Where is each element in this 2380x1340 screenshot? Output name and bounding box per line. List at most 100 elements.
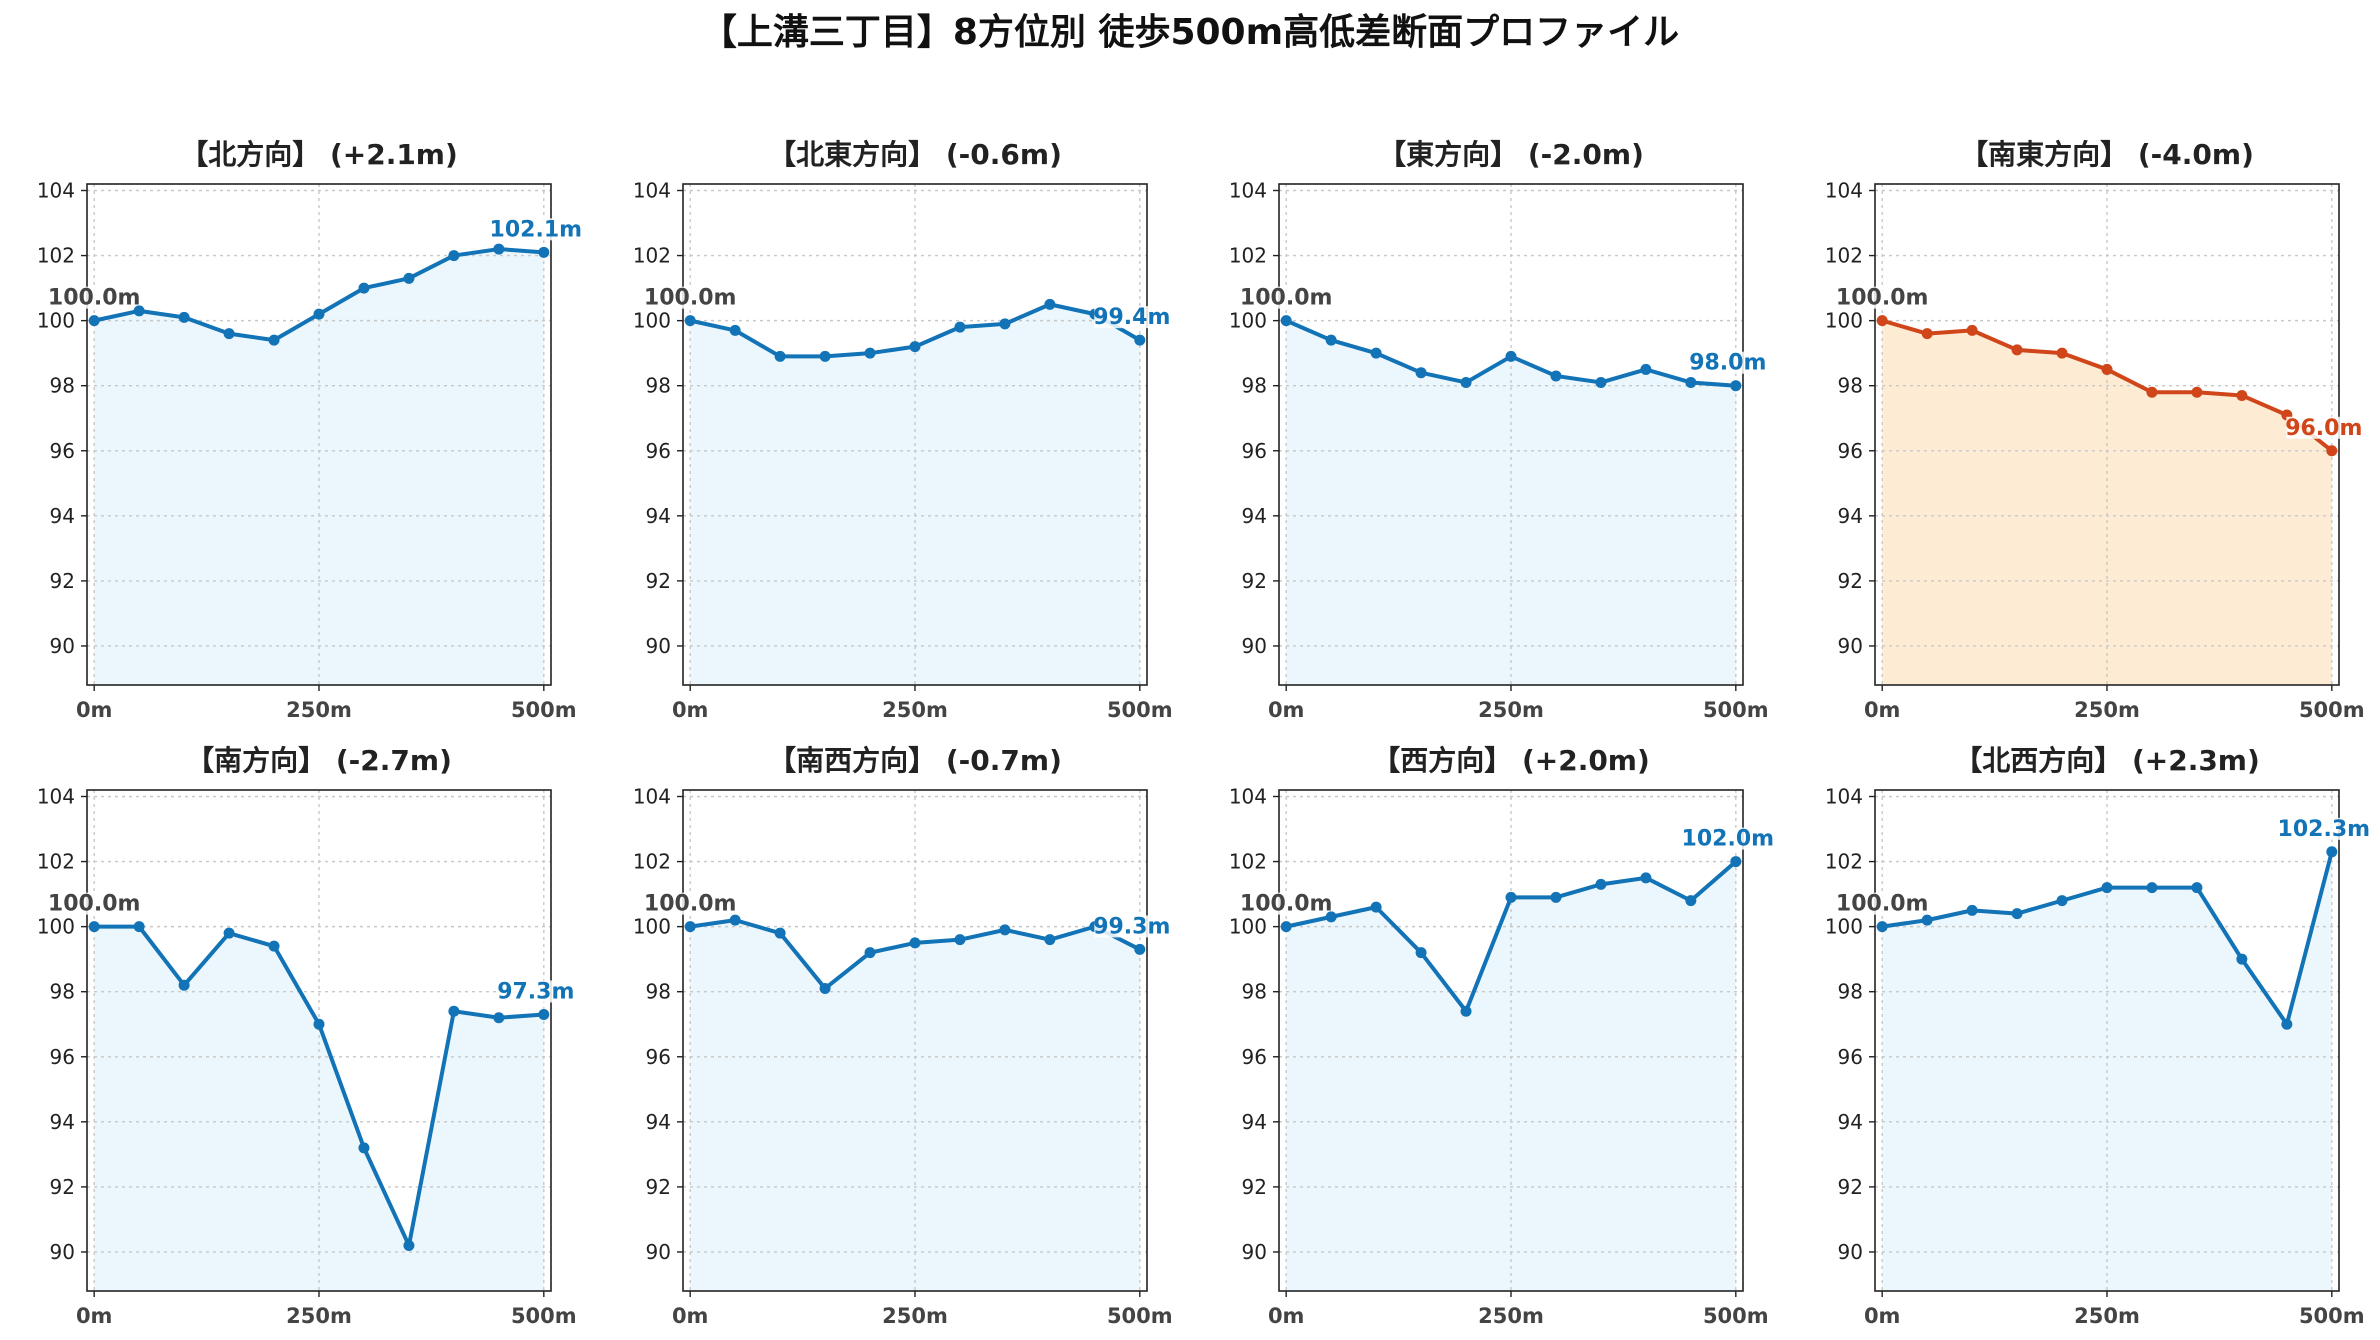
y-tick-label: 90 [646, 1240, 671, 1264]
end-label-bg [1094, 915, 1170, 938]
x-tick-label: 500m [511, 1304, 577, 1328]
data-point [2101, 363, 2113, 375]
y-tick-label: 104 [633, 179, 671, 203]
data-point [2056, 347, 2068, 359]
data-point [313, 1018, 325, 1030]
start-label-bg [1246, 286, 1327, 309]
y-tick-label: 96 [1242, 1045, 1267, 1069]
data-point [2281, 1018, 2293, 1030]
x-tick-label: 250m [1478, 1304, 1544, 1328]
y-tick-label: 94 [50, 504, 75, 528]
y-tick-label: 98 [50, 374, 75, 398]
data-point [538, 246, 550, 258]
end-label-bg [2279, 817, 2368, 840]
data-point [954, 934, 966, 946]
x-tick-label: 250m [882, 698, 948, 722]
y-tick-label: 90 [1242, 1240, 1267, 1264]
panel-title: 【東方向】 (-2.0m) [1378, 138, 1644, 171]
y-tick-label: 92 [646, 1175, 671, 1199]
y-tick-label: 98 [1242, 374, 1267, 398]
x-tick-label: 250m [2074, 1304, 2140, 1328]
panel-1: 【北東方向】 (-0.6m) 90 92 94 96 98 100 102 104 0m 250m 5… [633, 138, 1173, 722]
y-tick-label: 100 [1229, 309, 1267, 333]
panel-4: 【南方向】 (-2.7m) 90 92 94 96 98 100 102 104 0m 250m 50… [37, 744, 577, 1328]
x-tick-label: 500m [2299, 1304, 2365, 1328]
start-value-label: 100.0m [48, 286, 141, 311]
data-point [2191, 882, 2203, 894]
x-tick-label: 0m [76, 1304, 113, 1328]
y-tick-label: 104 [37, 785, 75, 809]
x-tick-label: 0m [1268, 698, 1305, 722]
data-point [774, 927, 786, 939]
data-point [268, 940, 280, 952]
start-label-bg [650, 286, 731, 309]
y-tick-label: 92 [1242, 569, 1267, 593]
start-label-bg [54, 286, 135, 309]
end-label-bg [2286, 416, 2362, 439]
end-label-bg [498, 980, 574, 1003]
data-point [1595, 878, 1607, 890]
x-tick-label: 500m [511, 698, 577, 722]
data-point [1921, 328, 1933, 340]
y-tick-label: 102 [1229, 244, 1267, 268]
data-point [223, 927, 235, 939]
data-point [1044, 298, 1056, 310]
end-value-label: 99.4m [1093, 305, 1170, 330]
panel-7: 【北西方向】 (+2.3m) 90 92 94 96 98 100 102 104 0m 250m 5… [1825, 744, 2370, 1328]
data-point [999, 924, 1011, 936]
y-tick-label: 90 [50, 634, 75, 658]
y-tick-label: 90 [50, 1240, 75, 1264]
data-point [819, 350, 831, 362]
y-tick-label: 98 [646, 374, 671, 398]
y-tick-label: 102 [37, 244, 75, 268]
y-tick-label: 96 [1838, 1045, 1863, 1069]
start-value-label: 100.0m [1836, 286, 1929, 311]
data-point [2101, 882, 2113, 894]
y-tick-label: 100 [37, 915, 75, 939]
start-label-bg [54, 892, 135, 915]
data-point [954, 321, 966, 333]
y-tick-label: 104 [633, 785, 671, 809]
y-tick-label: 102 [633, 244, 671, 268]
panel-title: 【北東方向】 (-0.6m) [768, 138, 1062, 171]
y-tick-label: 92 [1242, 1175, 1267, 1199]
start-value-label: 100.0m [1240, 286, 1333, 311]
y-tick-label: 100 [633, 309, 671, 333]
data-point [2011, 344, 2023, 356]
y-tick-label: 104 [1825, 785, 1863, 809]
data-point [1415, 947, 1427, 959]
start-value-label: 100.0m [644, 286, 737, 311]
start-label-bg [1842, 286, 1923, 309]
y-tick-label: 102 [633, 850, 671, 874]
y-tick-label: 102 [1825, 244, 1863, 268]
start-label-bg [1246, 892, 1327, 915]
data-point [1505, 350, 1517, 362]
x-tick-label: 0m [672, 1304, 709, 1328]
panel-title: 【北西方向】 (+2.3m) [1954, 744, 2260, 777]
data-point [2056, 895, 2068, 907]
data-point [864, 347, 876, 359]
x-tick-label: 500m [1107, 1304, 1173, 1328]
y-tick-label: 94 [50, 1110, 75, 1134]
panel-5: 【南西方向】 (-0.7m) 90 92 94 96 98 100 102 104 0m 250m 5… [633, 744, 1173, 1328]
data-point [684, 315, 696, 327]
data-point [1415, 367, 1427, 379]
data-point [999, 318, 1011, 330]
data-point [1550, 370, 1562, 382]
data-point [1595, 376, 1607, 388]
start-value-label: 100.0m [1836, 892, 1929, 917]
data-point [864, 947, 876, 959]
data-point [88, 315, 100, 327]
panel-0: 【北方向】 (+2.1m) 90 92 94 96 98 100 102 104 0m 250m 50… [37, 138, 582, 722]
y-tick-label: 94 [646, 1110, 671, 1134]
y-tick-label: 100 [1825, 309, 1863, 333]
y-tick-label: 96 [1838, 439, 1863, 463]
y-tick-label: 92 [50, 569, 75, 593]
end-value-label: 97.3m [497, 979, 574, 1004]
data-point [729, 914, 741, 926]
y-tick-label: 102 [1825, 850, 1863, 874]
x-tick-label: 500m [1107, 698, 1173, 722]
y-tick-label: 94 [1242, 504, 1267, 528]
y-tick-label: 98 [1838, 374, 1863, 398]
end-value-label: 99.3m [1093, 914, 1170, 939]
